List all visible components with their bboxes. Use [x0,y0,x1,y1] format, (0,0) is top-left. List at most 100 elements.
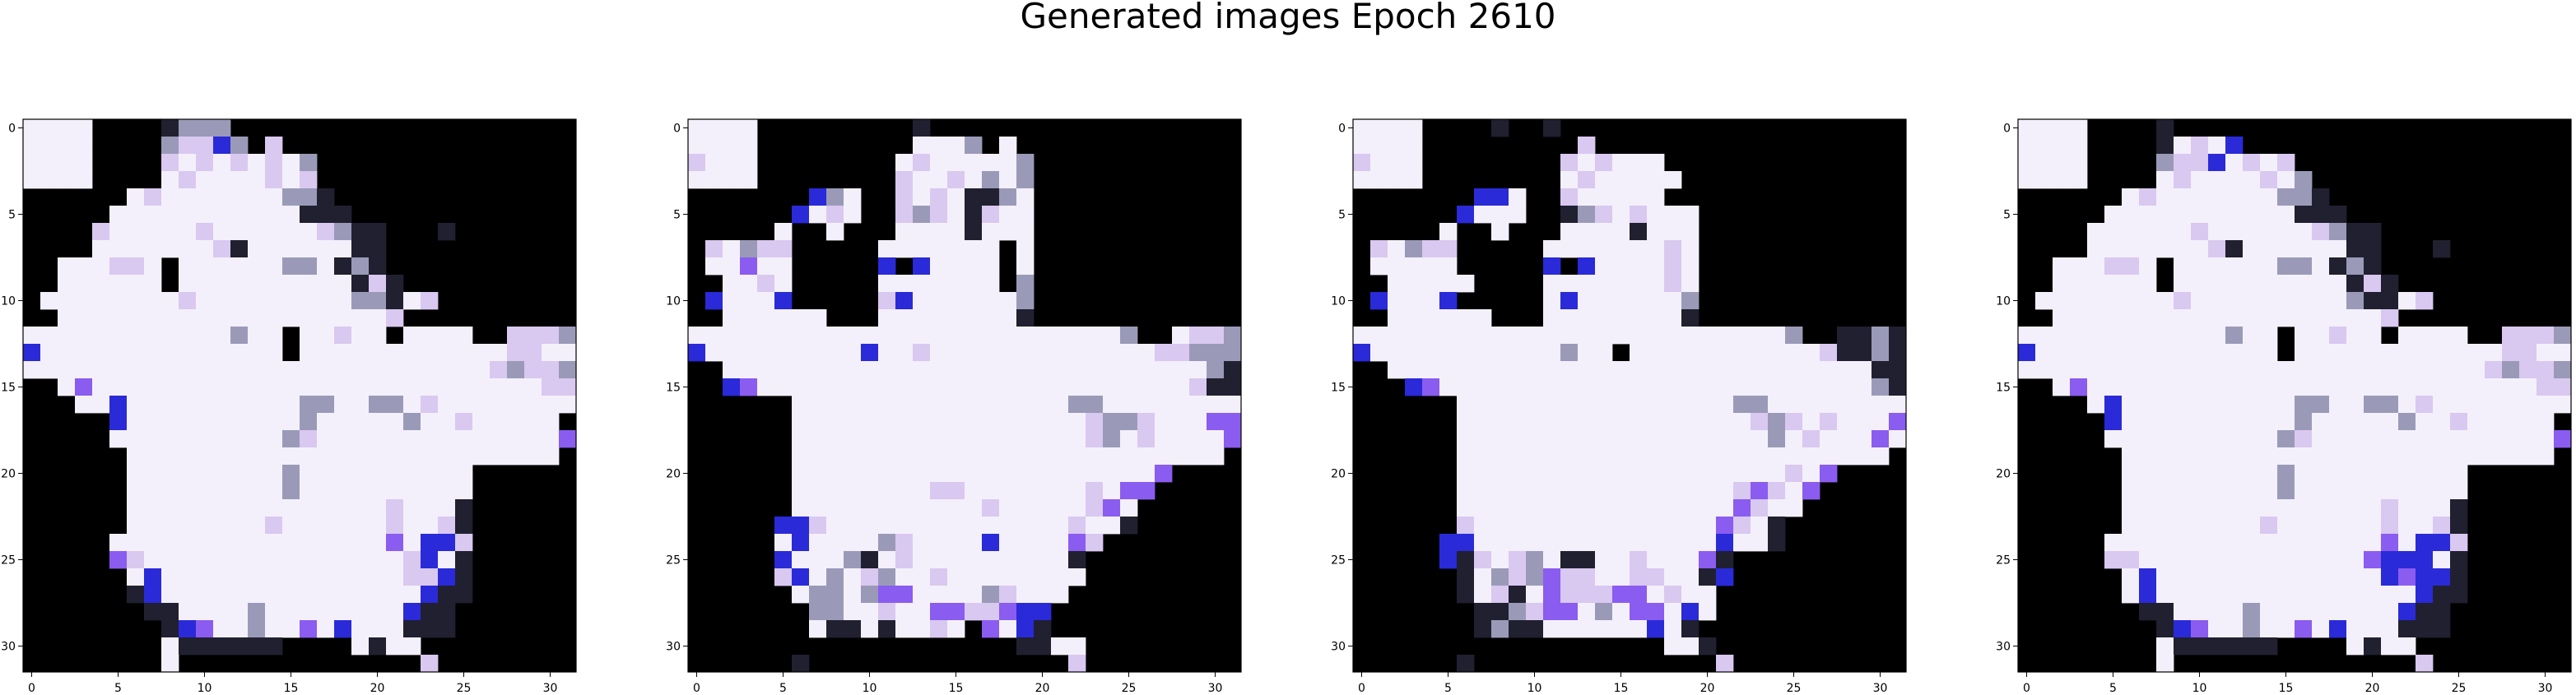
pixel [92,292,110,310]
pixel [844,361,862,379]
pixel [196,154,214,172]
pixel [1016,465,1035,483]
pixel [1086,396,1104,414]
pixel [2536,430,2555,448]
pixel [826,206,844,224]
pixel [965,275,983,293]
pixel [1405,327,1423,345]
pixel [2243,327,2261,345]
pixel [1578,413,1596,431]
pixel [455,534,473,552]
pixel [2208,223,2226,241]
pixel [2156,499,2174,517]
pixel [1491,586,1509,604]
pixel [2416,447,2434,466]
pixel [1370,137,1388,155]
pixel [844,206,862,224]
pixel [1034,447,1052,466]
pixel [265,396,283,414]
pixel [1526,327,1544,345]
pixel [2087,223,2105,241]
pixel [161,327,179,345]
pixel [1630,154,1648,172]
pixel [2450,430,2468,448]
pixel [878,568,896,586]
pixel [179,292,197,310]
pixel [524,327,542,345]
pixel [1526,430,1544,448]
pixel [1595,188,1613,206]
pixel [826,327,844,345]
pixel [723,361,741,379]
pixel [1612,223,1630,241]
pixel [2070,309,2088,327]
pixel [2398,568,2416,586]
pixel [1543,620,1561,638]
pixel [1560,361,1579,379]
pixel [2260,188,2278,206]
pixel [1595,499,1613,517]
pixel [351,482,370,500]
pixel [1509,517,1527,535]
pixel [757,292,775,310]
pixel [317,551,335,569]
pixel [999,586,1017,604]
pixel [421,413,439,431]
pixel [2277,586,2295,604]
pixel [861,327,879,345]
pixel [2260,327,2278,345]
pixel [2381,378,2399,396]
pixel [2398,327,2416,345]
pixel [2035,344,2053,362]
pixel [1509,396,1527,414]
pixel [403,344,421,362]
pixel [524,413,542,431]
pixel [300,257,318,276]
pixel [2398,413,2416,431]
pixel [1051,499,1069,517]
pixel [144,568,162,586]
pixel [179,551,197,569]
pixel [1526,551,1544,569]
pixel [1647,171,1665,189]
pixel [1034,620,1052,638]
pixel [1526,603,1544,621]
pixel [1137,482,1155,500]
pixel [507,413,525,431]
pixel [2295,223,2313,241]
pixel [2467,447,2485,466]
pixel [1630,620,1648,638]
pixel [1370,154,1388,172]
pixel [1578,499,1596,517]
pixel [265,154,283,172]
pixel [1578,154,1596,172]
pixel [1820,361,1838,379]
pixel [507,344,525,362]
pixel [369,447,387,466]
pixel [2450,327,2468,345]
pixel [705,327,723,345]
pixel [913,603,931,621]
pixel [1751,482,1769,500]
pixel [2191,206,2209,224]
pixel [2122,551,2140,569]
pixel [351,499,370,517]
pixel [2416,534,2434,552]
pixel [826,447,844,466]
pixel [1837,413,1855,431]
pixel [1595,171,1613,189]
pixel [144,292,162,310]
pixel [300,223,318,241]
pixel [1543,327,1561,345]
pixel [1647,206,1665,224]
pixel [1526,568,1544,586]
pixel [1630,223,1648,241]
pixel [2329,430,2347,448]
pixel [844,378,862,396]
pixel [2191,223,2209,241]
pixel [2312,568,2330,586]
pixel [2277,551,2295,569]
pixel [2225,171,2244,189]
pixel [982,620,1000,638]
pixel [895,361,914,379]
